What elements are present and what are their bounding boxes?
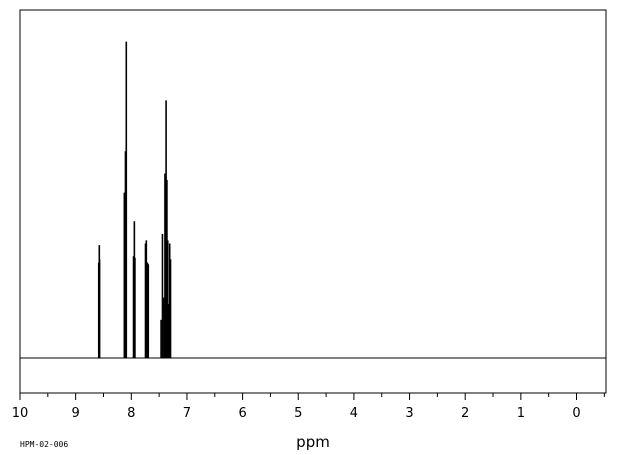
plot-frame: [19, 9, 607, 394]
x-tick-label-5: 5: [294, 406, 302, 421]
x-tick-label-10: 0: [572, 406, 580, 421]
x-axis-ticks: [19, 393, 605, 400]
x-tick-label-8: 2: [461, 406, 469, 421]
sample-code-label: HPM-02-006: [20, 440, 68, 449]
x-tick-label-6: 4: [350, 406, 358, 421]
x-tick-label-9: 1: [517, 406, 525, 421]
x-axis-tick-labels: 10 9 8 7 6 5 4 3 2 1 0: [12, 406, 581, 421]
x-tick-label-0: 10: [12, 406, 29, 421]
x-tick-label-3: 7: [183, 406, 191, 421]
peak-group: [97, 41, 172, 358]
x-tick-label-7: 3: [405, 406, 413, 421]
x-axis-title: ppm: [296, 433, 330, 451]
x-tick-label-2: 8: [127, 406, 135, 421]
x-tick-label-1: 9: [72, 406, 80, 421]
x-tick-label-4: 6: [238, 406, 246, 421]
